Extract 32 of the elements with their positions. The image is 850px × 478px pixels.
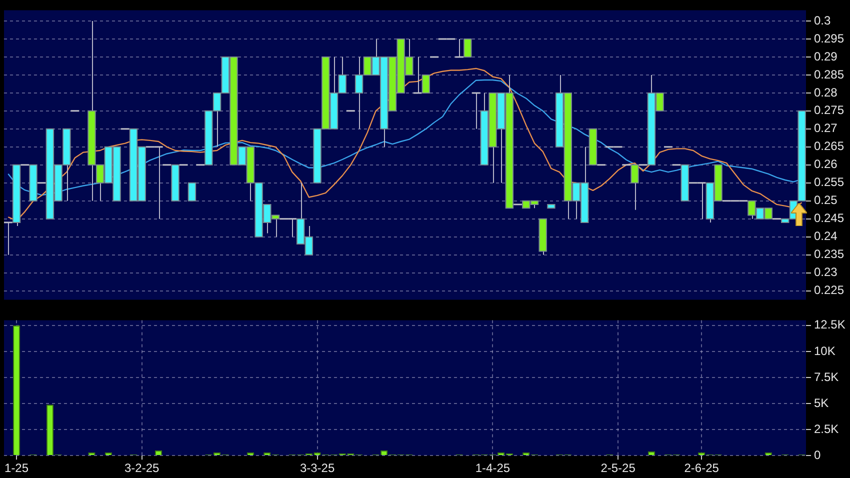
y-tick-label: 0.26 [814, 157, 838, 172]
x-tick-label: 1-4-25 [475, 461, 510, 476]
x-tick-label: 1-25 [4, 461, 29, 476]
y-tick-label: 0.27 [814, 121, 838, 136]
x-tick-label: 3-3-25 [300, 461, 335, 476]
y-tick-label: 0 [814, 448, 821, 462]
x-tick-label: 2-6-25 [684, 461, 720, 476]
y-tick-label: 12.5K [814, 318, 846, 332]
y-tick-label: 0.245 [814, 211, 844, 226]
y-tick-label: 0.295 [814, 31, 844, 46]
y-tick-label: 0.23 [814, 265, 838, 280]
y-tick-label: 0.29 [814, 49, 838, 64]
y-tick-label: 0.235 [814, 247, 844, 262]
candlestick [454, 38, 464, 58]
y-tick-label: 0.24 [814, 229, 838, 244]
x-tick-label: 2-5-25 [600, 461, 636, 476]
y-tick-label: 10K [814, 344, 836, 358]
x-tick-label: 3-2-25 [124, 461, 160, 476]
y-tick-label: 0.28 [814, 85, 838, 100]
y-tick-label: 0.265 [814, 139, 844, 154]
candlestick [471, 92, 481, 130]
y-tick-label: 0.225 [814, 283, 844, 298]
y-tick-label: 5K [814, 396, 829, 410]
candlestick [412, 56, 422, 94]
y-tick-label: 7.5K [814, 370, 839, 384]
y-tick-label: 0.275 [814, 103, 844, 118]
candlestick [4, 222, 14, 256]
y-tick-label: 0.285 [814, 67, 844, 82]
y-tick-label: 0.3 [814, 13, 832, 28]
y-tick-label: 2.5K [814, 422, 839, 436]
y-tick-label: 0.255 [814, 175, 844, 190]
y-tick-label: 0.25 [814, 193, 838, 208]
